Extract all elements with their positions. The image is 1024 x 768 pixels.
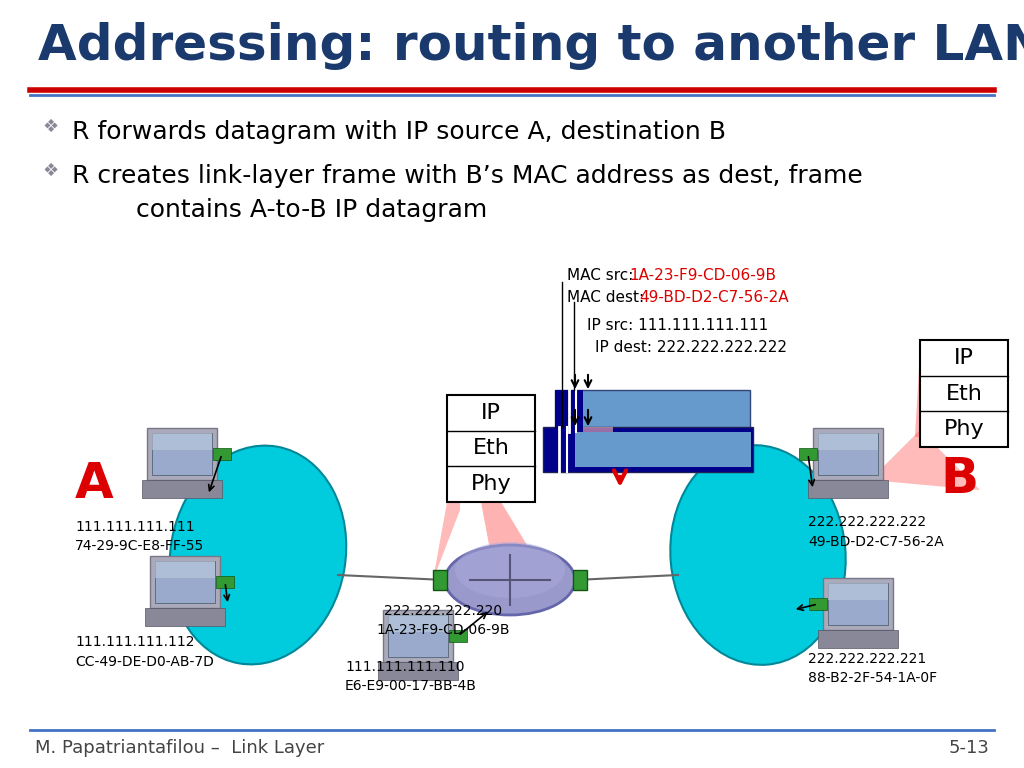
Text: 49-BD-D2-C7-56-2A: 49-BD-D2-C7-56-2A	[639, 290, 788, 305]
Text: ❖: ❖	[42, 118, 58, 136]
Bar	[799, 448, 817, 460]
Text: 222.222.222.220
1A-23-F9-CD-06-9B: 222.222.222.220 1A-23-F9-CD-06-9B	[376, 604, 510, 637]
Text: Eth: Eth	[472, 439, 509, 458]
Bar	[809, 598, 827, 610]
Text: 111.111.111.112
CC-49-DE-D0-AB-7D: 111.111.111.112 CC-49-DE-D0-AB-7D	[75, 635, 214, 668]
Bar	[449, 630, 467, 642]
Bar	[818, 630, 898, 648]
Bar	[575, 432, 751, 467]
Bar	[433, 570, 447, 590]
Text: R forwards datagram with IP source A, destination B: R forwards datagram with IP source A, de…	[72, 120, 726, 144]
Text: MAC src:: MAC src:	[567, 268, 638, 283]
Text: IP dest: 222.222.222.222: IP dest: 222.222.222.222	[595, 340, 787, 355]
Bar	[155, 561, 215, 603]
Bar	[555, 390, 750, 432]
Text: M. Papatriantafilou –  Link Layer: M. Papatriantafilou – Link Layer	[35, 739, 325, 757]
Bar	[150, 556, 220, 608]
Bar	[213, 448, 231, 460]
Text: Eth: Eth	[945, 383, 982, 403]
Bar	[388, 615, 449, 657]
Bar	[142, 480, 222, 498]
Text: 5-13: 5-13	[948, 739, 989, 757]
Bar	[147, 428, 217, 480]
Text: IP: IP	[481, 403, 501, 423]
Ellipse shape	[170, 445, 346, 664]
Bar	[818, 433, 878, 475]
Text: Phy: Phy	[944, 419, 984, 439]
Bar	[808, 480, 888, 498]
Bar	[828, 583, 888, 600]
Bar	[447, 395, 535, 502]
Text: 1A-23-F9-CD-06-9B: 1A-23-F9-CD-06-9B	[629, 268, 776, 283]
Bar	[388, 615, 449, 632]
Bar	[583, 427, 613, 435]
Text: Addressing: routing to another LAN: Addressing: routing to another LAN	[38, 22, 1024, 70]
Text: R creates link-layer frame with B’s MAC address as dest, frame
        contains : R creates link-layer frame with B’s MAC …	[72, 164, 863, 221]
Text: IP: IP	[954, 348, 974, 368]
Text: 222.222.222.222
49-BD-D2-C7-56-2A: 222.222.222.222 49-BD-D2-C7-56-2A	[808, 515, 944, 548]
Bar	[378, 662, 458, 680]
Ellipse shape	[455, 542, 565, 598]
Bar	[543, 427, 753, 472]
Bar	[818, 433, 878, 450]
Bar	[828, 583, 888, 625]
Bar	[145, 608, 225, 626]
Text: MAC dest:: MAC dest:	[567, 290, 649, 305]
Bar	[216, 576, 234, 588]
Ellipse shape	[671, 445, 846, 665]
Bar	[823, 578, 893, 630]
Bar	[813, 428, 883, 480]
Text: IP src: 111.111.111.111: IP src: 111.111.111.111	[587, 318, 768, 333]
Polygon shape	[870, 430, 980, 490]
Bar	[155, 561, 215, 578]
Ellipse shape	[445, 545, 575, 615]
Polygon shape	[481, 502, 530, 550]
Text: 111.111.111.110
E6-E9-00-17-BB-4B: 111.111.111.110 E6-E9-00-17-BB-4B	[345, 660, 477, 694]
Bar	[555, 390, 583, 432]
Bar	[152, 433, 212, 475]
Bar	[573, 570, 587, 590]
Text: A: A	[75, 460, 114, 508]
Polygon shape	[915, 350, 961, 437]
Text: Phy: Phy	[471, 474, 511, 494]
Bar	[920, 340, 1008, 447]
Polygon shape	[433, 430, 460, 580]
Bar	[152, 433, 212, 450]
Bar	[383, 610, 453, 662]
Text: 111.111.111.111
74-29-9C-E8-FF-55: 111.111.111.111 74-29-9C-E8-FF-55	[75, 520, 204, 554]
Text: 222.222.222.221
88-B2-2F-54-1A-0F: 222.222.222.221 88-B2-2F-54-1A-0F	[808, 652, 937, 686]
Text: ❖: ❖	[42, 162, 58, 180]
Text: B: B	[940, 455, 978, 503]
